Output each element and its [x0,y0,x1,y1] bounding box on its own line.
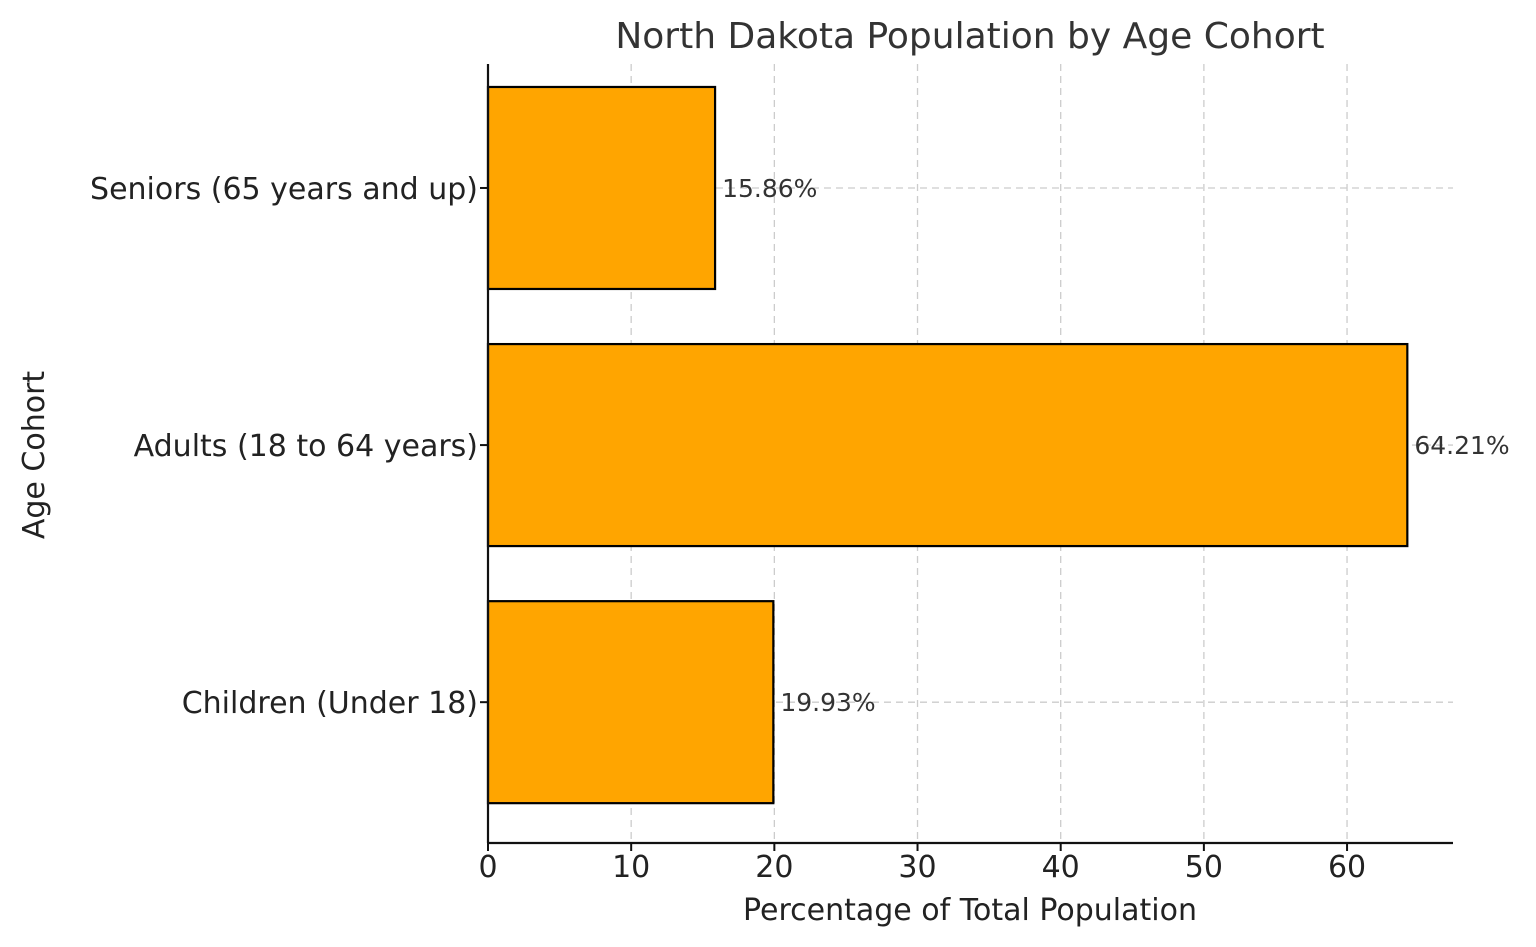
category-label-2: Seniors (65 years and up) [90,172,478,207]
category-label-0: Children (Under 18) [182,686,478,721]
x-ticks: 0 10 20 30 40 50 60 [478,843,1366,885]
x-tick-label-0: 0 [478,850,497,885]
x-tick-label-2: 20 [755,850,793,885]
category-labels: Children (Under 18) Adults (18 to 64 year… [90,172,488,721]
x-axis-label: Percentage of Total Population [743,893,1197,928]
x-tick-label-1: 10 [612,850,650,885]
x-tick-label-4: 40 [1042,850,1080,885]
x-tick-label-6: 60 [1328,850,1366,885]
axes [486,64,1453,845]
bar-2 [486,85,717,291]
x-tick-label-5: 50 [1185,850,1223,885]
data-label-1: 64.21% [1414,431,1509,460]
data-labels: 19.93% 64.21% 15.86% [722,174,1510,717]
bar-1 [486,342,1409,548]
data-label-2: 15.86% [722,174,817,203]
chart-title: North Dakota Population by Age Cohort [615,16,1324,57]
bar-0 [486,600,775,805]
bars [486,85,1409,805]
category-label-1: Adults (18 to 64 years) [134,429,478,464]
x-tick-label-3: 30 [898,850,936,885]
y-axis-label: Age Cohort [17,371,52,540]
data-label-0: 19.93% [780,688,875,717]
